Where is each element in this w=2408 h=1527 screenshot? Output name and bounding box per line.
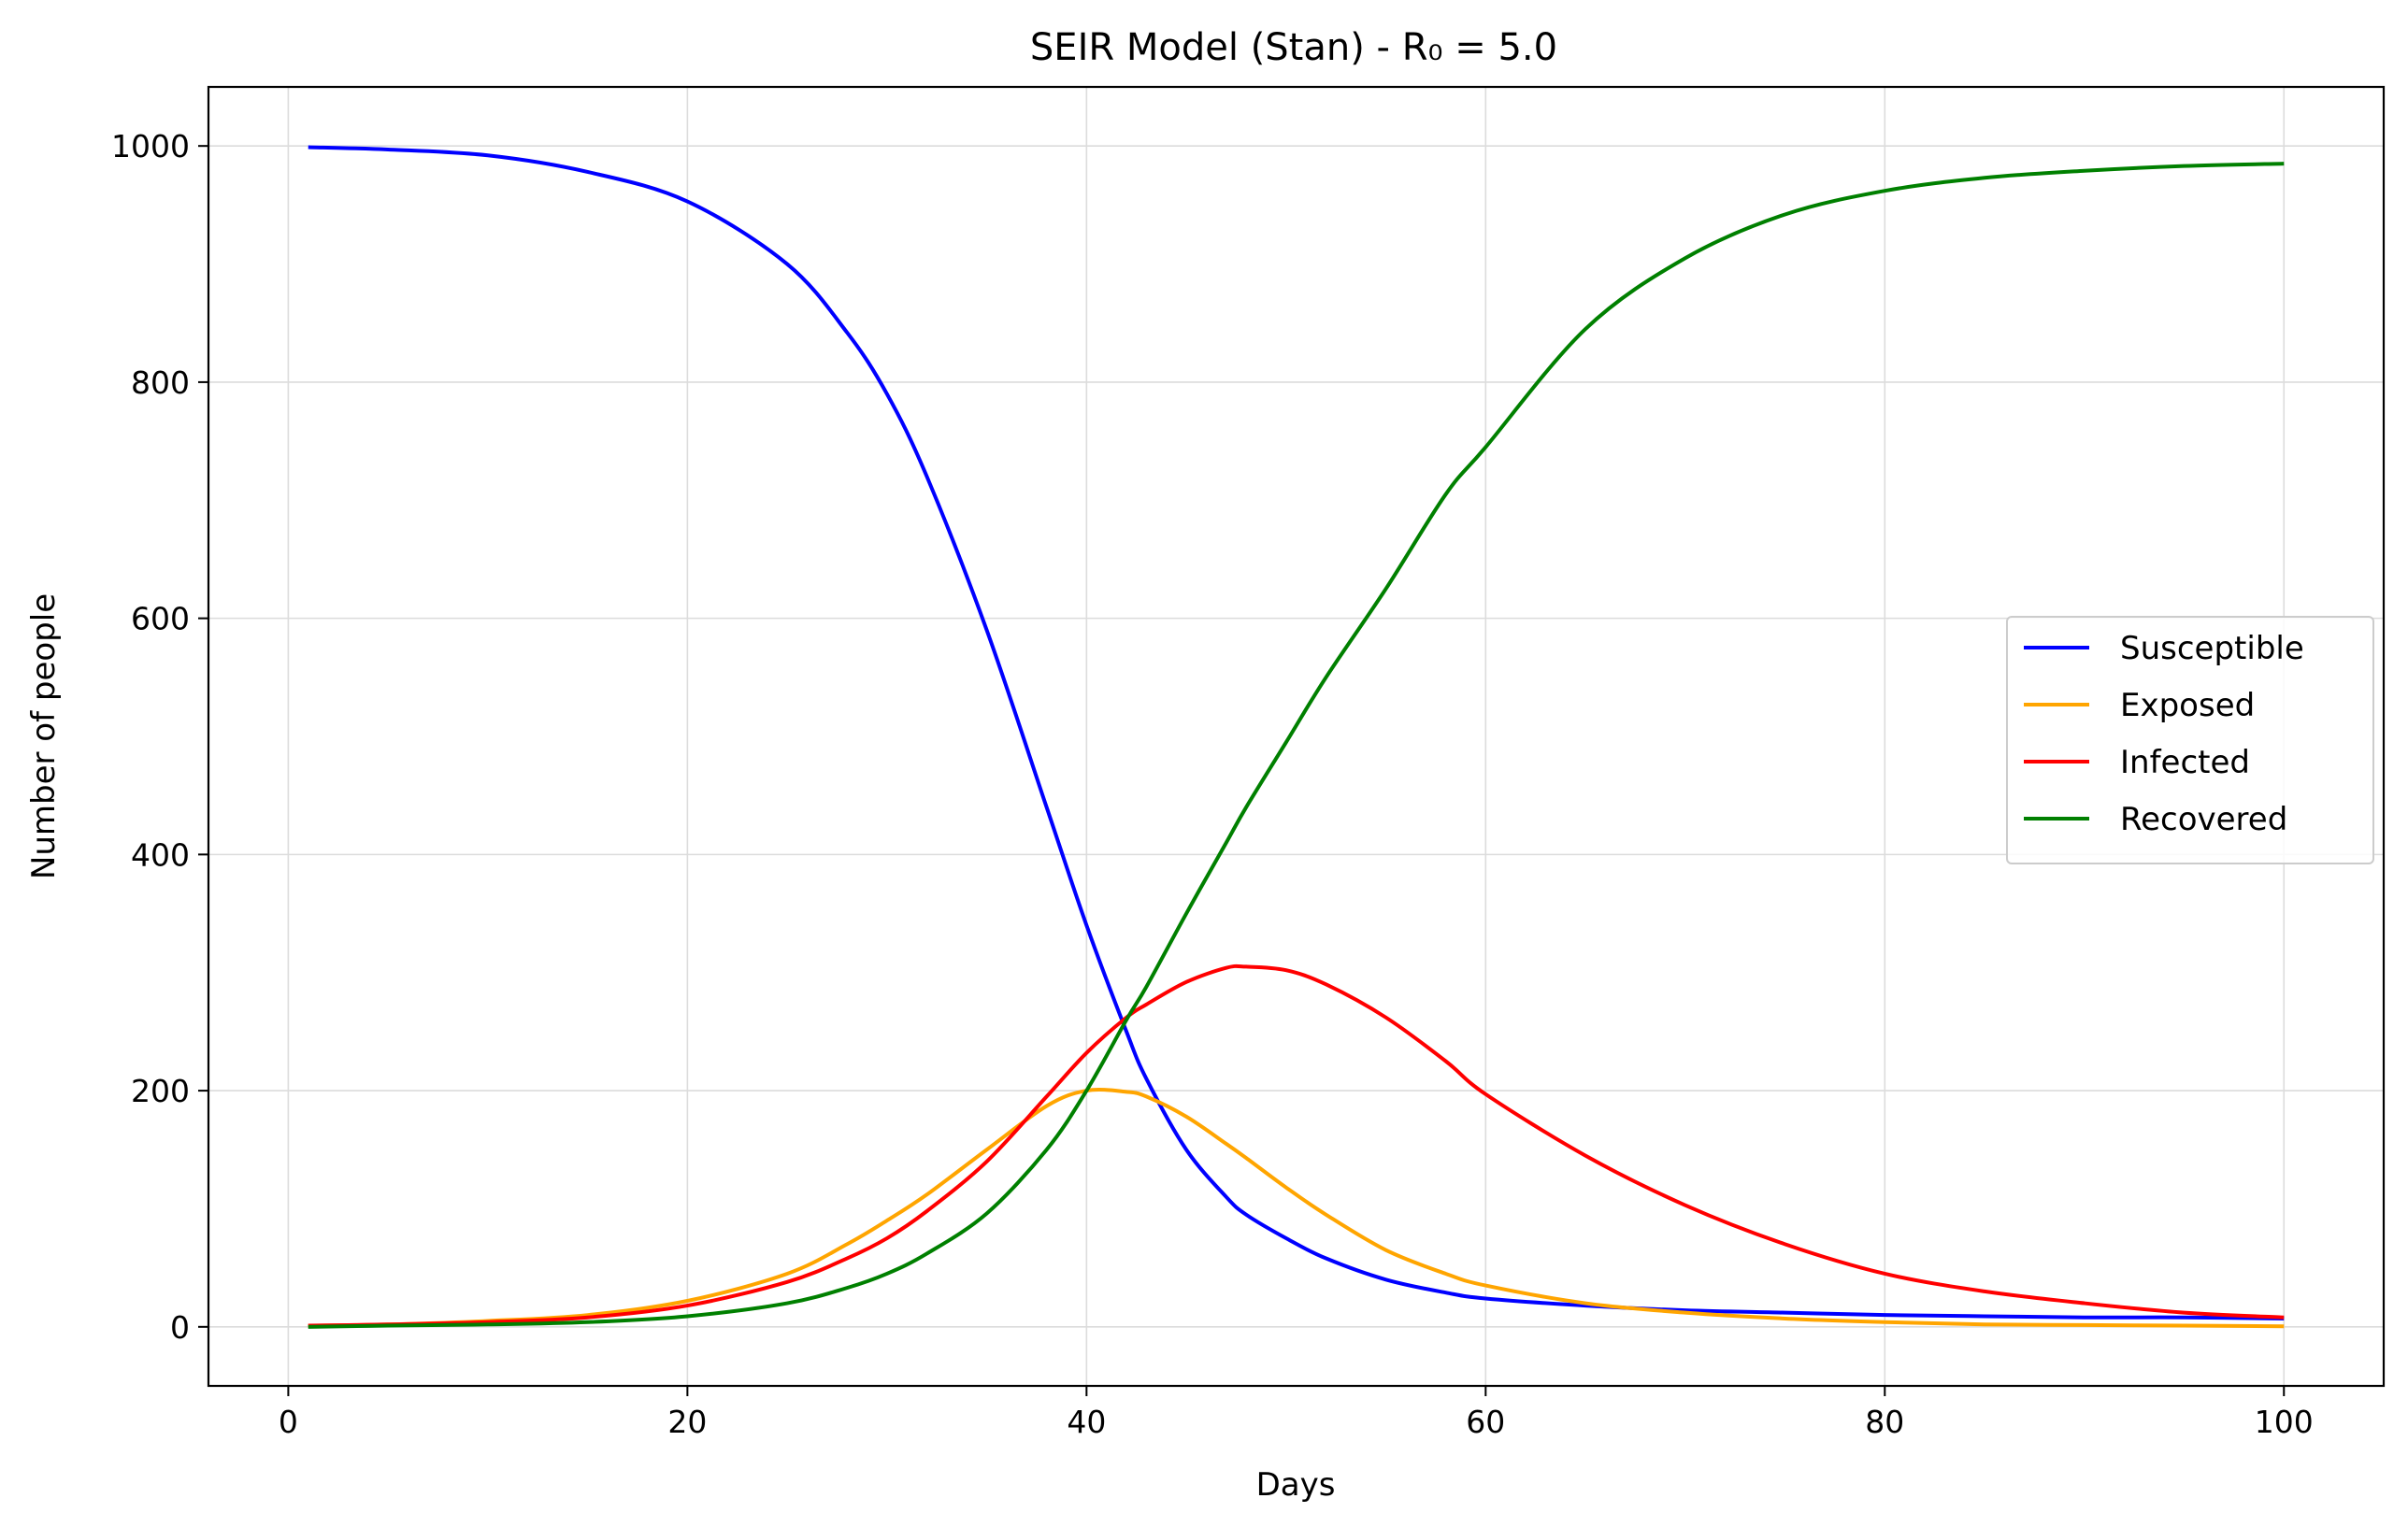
x-tick-label: 0: [279, 1404, 298, 1440]
legend-label-susceptible: Susceptible: [2120, 630, 2304, 667]
series-line-susceptible: [308, 145, 2285, 1320]
series-line-recovered: [308, 162, 2285, 1329]
series-line-infected: [308, 963, 2285, 1328]
series-line-exposed: [308, 1088, 2285, 1329]
y-tick-label: 200: [131, 1073, 190, 1109]
legend: Susceptible Exposed Infected Recovered: [2006, 616, 2374, 864]
legend-label-infected: Infected: [2120, 744, 2250, 781]
legend-label-recovered: Recovered: [2120, 801, 2287, 838]
x-tick-label: 60: [1466, 1404, 1505, 1440]
x-tick-label: 20: [667, 1404, 707, 1440]
y-tick-label: 1000: [111, 128, 190, 164]
plot-frame: [207, 85, 2386, 1388]
legend-box: [2006, 616, 2374, 864]
x-tick-label: 80: [1865, 1404, 1904, 1440]
y-axis-ticks: 0 200 400 600 800 1000: [111, 128, 208, 1346]
legend-label-exposed: Exposed: [2120, 687, 2255, 724]
x-axis-label: Days: [1256, 1466, 1336, 1504]
y-tick-label: 600: [131, 601, 190, 637]
y-tick-label: 800: [131, 364, 190, 401]
y-tick-label: 400: [131, 836, 190, 873]
y-tick-label: 0: [170, 1309, 190, 1346]
x-tick-label: 100: [2255, 1404, 2314, 1440]
x-axis-ticks: 0 20 40 60 80 100: [279, 1386, 2314, 1440]
x-tick-label: 40: [1067, 1404, 1106, 1440]
series-lines: [308, 145, 2285, 1329]
chart-title: SEIR Model (Stan) - R₀ = 5.0: [1030, 26, 1557, 69]
y-axis-label: Number of people: [25, 593, 63, 879]
